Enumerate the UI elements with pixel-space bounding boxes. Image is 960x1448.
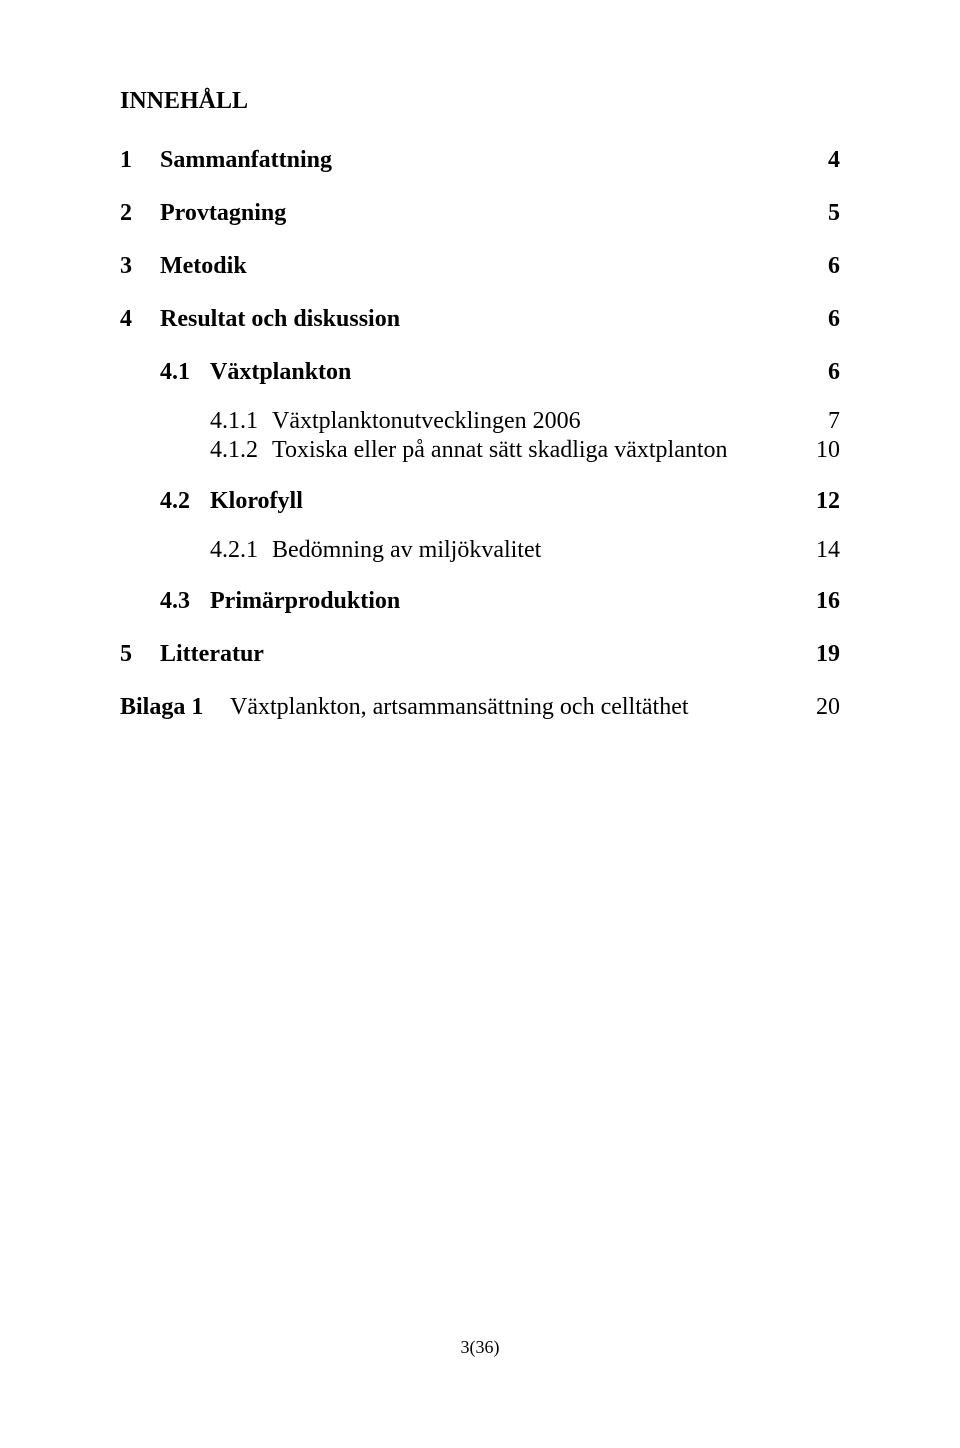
toc-entry-number: 5: [120, 641, 160, 668]
toc-entry: 4.1.2 Toxiska eller på annat sätt skadli…: [120, 437, 840, 464]
toc-entry: 4.3 Primärproduktion 16: [120, 588, 840, 615]
toc-entry: 4 Resultat och diskussion 6: [120, 306, 840, 333]
toc-entry-page: 6: [800, 306, 840, 333]
toc-entry-label: Växtplanktonutvecklingen 2006: [272, 408, 800, 435]
toc-entry-page: 6: [800, 253, 840, 280]
toc-appendix-label: Växtplankton, artsammansättning och cell…: [230, 694, 800, 721]
toc-entry-label: Sammanfattning: [160, 147, 800, 174]
toc-appendix: Bilaga 1 Växtplankton, artsammansättning…: [120, 694, 840, 721]
toc-entry-number: 1: [120, 147, 160, 174]
toc-entry: 4.2.1 Bedömning av miljökvalitet 14: [120, 537, 840, 564]
toc-entry-label: Primärproduktion: [210, 588, 800, 615]
toc-entry-page: 14: [800, 537, 840, 564]
toc-entry-label: Klorofyll: [210, 488, 800, 515]
toc-entry-number: 4: [120, 306, 160, 333]
toc-entry-page: 4: [800, 147, 840, 174]
toc-entry-label: Toxiska eller på annat sätt skadliga väx…: [272, 437, 800, 464]
toc-entry: 4.1.1 Växtplanktonutvecklingen 2006 7: [120, 408, 840, 435]
toc-entry-number: 4.1.2: [210, 437, 272, 464]
toc-entry: 2 Provtagning 5: [120, 200, 840, 227]
toc-entry-page: 10: [800, 437, 840, 464]
toc-appendix-page: 20: [800, 694, 840, 721]
page-footer: 3(36): [0, 1337, 960, 1358]
toc-entry: 4.2 Klorofyll 12: [120, 488, 840, 515]
toc-entry-number: 4.2: [160, 488, 210, 515]
toc-entry-number: 4.1.1: [210, 408, 272, 435]
toc-entry-label: Metodik: [160, 253, 800, 280]
toc-entry-page: 6: [800, 359, 840, 386]
toc-entry-page: 5: [800, 200, 840, 227]
toc-entry-number: 4.1: [160, 359, 210, 386]
toc-entry: 5 Litteratur 19: [120, 641, 840, 668]
toc-entry-number: 4.3: [160, 588, 210, 615]
toc-title: INNEHÅLL: [120, 88, 840, 115]
toc-entry: 3 Metodik 6: [120, 253, 840, 280]
toc-entry-label: Resultat och diskussion: [160, 306, 800, 333]
toc-entry-page: 16: [800, 588, 840, 615]
toc-entry-label: Litteratur: [160, 641, 800, 668]
toc-entry-number: 4.2.1: [210, 537, 272, 564]
toc-entry: 4.1 Växtplankton 6: [120, 359, 840, 386]
toc-entry-label: Provtagning: [160, 200, 800, 227]
toc-appendix-number: Bilaga 1: [120, 694, 230, 721]
toc-entry-number: 3: [120, 253, 160, 280]
toc-entry-label: Bedömning av miljökvalitet: [272, 537, 800, 564]
toc-entry: 1 Sammanfattning 4: [120, 147, 840, 174]
toc-entry-label: Växtplankton: [210, 359, 800, 386]
toc-entry-number: 2: [120, 200, 160, 227]
toc-entry-page: 7: [800, 408, 840, 435]
page: INNEHÅLL 1 Sammanfattning 4 2 Provtagnin…: [0, 0, 960, 1448]
toc-entry-page: 12: [800, 488, 840, 515]
toc-entry-page: 19: [800, 641, 840, 668]
